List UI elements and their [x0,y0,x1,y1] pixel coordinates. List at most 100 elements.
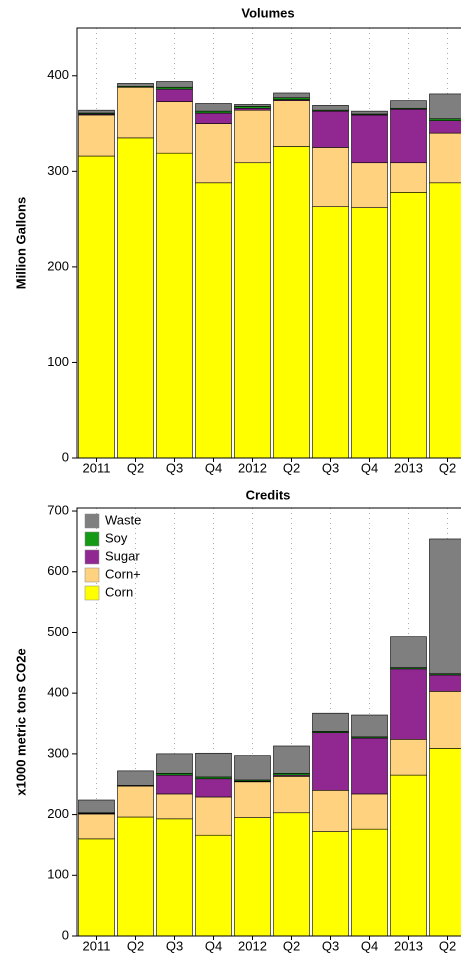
y-axis-label: x1000 metric tons CO2e [13,648,28,795]
bar-segment [351,110,388,115]
bar-segment [234,109,271,164]
y-tick-label: 200 [47,806,69,821]
y-tick-label: 500 [47,624,69,639]
bar-segment [351,207,388,459]
bar-segment [234,755,271,781]
bar-segment [390,668,427,740]
bar-segment [195,103,232,112]
bar-segment [351,162,388,208]
bar-segment [351,714,388,738]
legend-label: Waste [105,512,141,527]
bar-segment [273,776,310,814]
legend-swatch [84,513,100,529]
bar-segment [429,691,461,749]
x-tick-label: Q2 [283,938,300,953]
x-tick-label: Q2 [283,460,300,475]
legend-swatch [84,585,100,601]
legend-label: Corn+ [105,566,141,581]
legend-label: Soy [105,530,128,545]
bar-segment [351,793,388,830]
y-tick-label: 200 [47,258,69,273]
bar-segment [312,732,349,791]
bar-segment [117,816,154,937]
plot-frame [76,507,461,937]
y-tick-label: 600 [47,563,69,578]
x-tick-label: Q2 [439,938,456,953]
bar-segment [390,192,427,459]
x-tick-label: 2011 [83,460,111,475]
bar-segment [312,712,349,732]
bar-segment [195,796,232,836]
bar-segment [117,83,154,87]
bar-segment [429,674,461,692]
bar-segment [273,812,310,937]
bar-segment [351,114,388,164]
bar-segment [156,793,193,820]
bar-segment [195,123,232,184]
bar-segment [156,152,193,459]
bar-segment [273,100,310,147]
y-tick-label: 300 [47,745,69,760]
x-tick-label: Q3 [166,938,183,953]
bar-segment [429,538,461,675]
bar-segment [117,137,154,459]
legend-swatch [84,549,100,565]
legend-label: Corn [105,584,133,599]
bar-segment [312,831,349,937]
bar-segment [156,774,193,795]
bar-segment [156,81,193,88]
bar-segment [390,774,427,937]
x-tick-label: Q4 [205,460,222,475]
bar-segment [78,155,115,459]
bar-segment [195,182,232,459]
bar-segment [312,147,349,207]
bar-segment [117,785,154,818]
bar-segment [78,109,115,114]
x-tick-label: 2013 [394,460,423,475]
x-tick-label: Q2 [127,460,144,475]
bar-segment [312,110,349,148]
y-tick-label: 100 [47,867,69,882]
bar-segment [78,799,115,814]
bar-segment [390,739,427,776]
x-tick-label: Q4 [205,938,222,953]
bar-segment [273,92,310,99]
y-tick-label: 400 [47,685,69,700]
x-tick-label: Q3 [322,460,339,475]
bar-segment [156,101,193,154]
bar-segment [429,132,461,184]
bar-segment [195,834,232,937]
plot-frame [76,27,461,459]
x-tick-label: Q2 [127,938,144,953]
y-tick-label: 100 [47,354,69,369]
bar-segment [390,162,427,193]
bar-segment [429,748,461,937]
bar-segment [312,206,349,459]
x-tick-label: 2011 [83,938,111,953]
x-tick-label: 2013 [394,938,423,953]
bar-segment [195,112,232,124]
bar-segment [429,93,461,120]
x-tick-label: Q3 [322,938,339,953]
bar-segment [429,182,461,459]
bar-segment [273,745,310,774]
bar-segment [234,781,271,818]
bar-segment [390,636,427,668]
bar-segment [117,86,154,139]
x-tick-label: 2012 [238,938,267,953]
y-tick-label: 300 [47,163,69,178]
y-tick-label: 700 [47,502,69,517]
bar-segment [156,753,193,774]
bar-segment [390,100,427,109]
y-tick-label: 0 [62,927,69,942]
y-tick-label: 0 [62,449,69,464]
bar-segment [312,105,349,111]
chart-title: Volumes [241,5,294,20]
bar-segment [156,88,193,102]
bar-segment [78,114,115,157]
bar-segment [156,818,193,937]
bar-segment [195,752,232,778]
bar-segment [117,770,154,786]
bar-segment [390,108,427,164]
